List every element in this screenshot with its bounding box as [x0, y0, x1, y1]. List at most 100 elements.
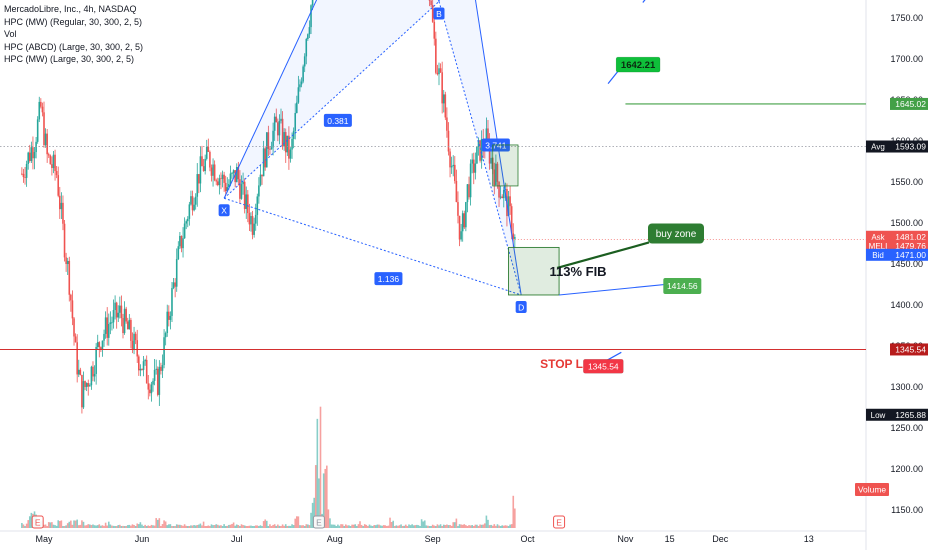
earnings-marker[interactable]: E: [31, 515, 44, 529]
candle[interactable]: [310, 4, 312, 35]
legend-indicator-hpc-mw-regular[interactable]: HPC (MW) (Regular, 30, 300, 2, 5): [4, 16, 143, 27]
candle[interactable]: [495, 154, 497, 186]
candle[interactable]: [442, 90, 445, 113]
candle[interactable]: [479, 140, 481, 163]
candle[interactable]: [460, 223, 462, 242]
candle[interactable]: [186, 216, 189, 228]
candle[interactable]: [149, 383, 151, 397]
candle[interactable]: [92, 361, 94, 382]
candle[interactable]: [95, 343, 97, 385]
candle[interactable]: [163, 329, 165, 369]
candle[interactable]: [169, 311, 172, 330]
candle[interactable]: [87, 379, 90, 396]
candle[interactable]: [210, 164, 213, 182]
candle[interactable]: [60, 192, 63, 219]
candle[interactable]: [278, 114, 281, 145]
candle[interactable]: [277, 118, 279, 142]
pattern-point-d[interactable]: D: [515, 300, 527, 313]
candle[interactable]: [79, 367, 82, 376]
candle[interactable]: [202, 159, 205, 172]
candle[interactable]: [499, 185, 502, 200]
candle[interactable]: [273, 113, 276, 141]
candle[interactable]: [191, 190, 194, 216]
candle[interactable]: [32, 136, 34, 170]
candle[interactable]: [164, 331, 167, 346]
candle[interactable]: [35, 137, 37, 159]
candle[interactable]: [198, 174, 200, 194]
earnings-marker[interactable]: E: [553, 515, 566, 529]
candle[interactable]: [477, 137, 480, 156]
price-axis-label-avg[interactable]: Avg 1593.09: [866, 140, 928, 153]
candle[interactable]: [145, 355, 148, 384]
candle[interactable]: [457, 191, 459, 224]
candle[interactable]: [109, 311, 112, 335]
candle[interactable]: [237, 161, 240, 186]
candle[interactable]: [265, 132, 268, 168]
candle[interactable]: [123, 301, 126, 335]
candle[interactable]: [441, 61, 443, 114]
small-zone-box[interactable]: [492, 144, 519, 187]
candle[interactable]: [147, 374, 150, 400]
candle[interactable]: [107, 313, 110, 346]
candle[interactable]: [138, 354, 140, 376]
candle[interactable]: [43, 101, 45, 148]
candle[interactable]: [153, 359, 156, 386]
candle[interactable]: [117, 305, 120, 322]
candle[interactable]: [77, 359, 80, 378]
candle[interactable]: [251, 210, 254, 240]
candle[interactable]: [283, 128, 285, 151]
candle[interactable]: [180, 235, 183, 253]
candle[interactable]: [30, 141, 33, 163]
legend-indicator-hpc-mw-large[interactable]: HPC (MW) (Large, 30, 300, 2, 5): [4, 54, 135, 64]
candle[interactable]: [27, 151, 29, 170]
candle[interactable]: [213, 160, 216, 182]
price-axis-labels[interactable]: High1963.76Avg1593.091645.02Ask1481.02ME…: [855, 0, 928, 496]
candle[interactable]: [160, 362, 162, 375]
candle[interactable]: [85, 382, 88, 392]
candle[interactable]: [204, 154, 206, 175]
candle[interactable]: [82, 371, 85, 410]
candle[interactable]: [428, 0, 431, 7]
candle[interactable]: [300, 77, 303, 88]
candle[interactable]: [431, 0, 434, 23]
candle[interactable]: [474, 152, 477, 180]
candle[interactable]: [196, 163, 199, 207]
candle[interactable]: [231, 171, 233, 179]
candle[interactable]: [288, 126, 290, 170]
candle[interactable]: [41, 102, 44, 117]
candle[interactable]: [166, 304, 169, 337]
candle[interactable]: [468, 176, 470, 200]
candle[interactable]: [46, 129, 48, 163]
candle[interactable]: [71, 290, 74, 326]
candle[interactable]: [221, 170, 224, 188]
candle[interactable]: [33, 146, 36, 170]
earnings-marker[interactable]: E: [312, 515, 325, 529]
candle[interactable]: [141, 368, 143, 371]
candle[interactable]: [57, 166, 60, 198]
candle[interactable]: [177, 241, 180, 261]
candle[interactable]: [303, 53, 306, 73]
candle[interactable]: [150, 381, 153, 402]
candle[interactable]: [62, 195, 64, 231]
candle[interactable]: [155, 359, 157, 375]
candle[interactable]: [267, 125, 270, 156]
candle[interactable]: [103, 329, 105, 347]
harmonic-pattern[interactable]: XABCD0.7230.3813.7411.136: [218, 0, 527, 313]
candle[interactable]: [463, 210, 466, 230]
candle[interactable]: [55, 165, 58, 179]
candle[interactable]: [183, 217, 186, 239]
candle[interactable]: [240, 175, 243, 200]
candle[interactable]: [74, 333, 77, 343]
volume-axis-badge[interactable]: Volume: [855, 483, 889, 496]
pattern-point-x[interactable]: X: [218, 204, 230, 217]
candle[interactable]: [311, 0, 314, 10]
candle[interactable]: [120, 295, 123, 327]
candle[interactable]: [435, 31, 437, 75]
candle[interactable]: [289, 147, 292, 163]
candle[interactable]: [436, 64, 439, 76]
candle[interactable]: [250, 212, 252, 232]
candle[interactable]: [89, 383, 91, 387]
buy-zone-box[interactable]: [508, 246, 560, 296]
candle[interactable]: [493, 162, 496, 195]
candle[interactable]: [438, 62, 440, 86]
